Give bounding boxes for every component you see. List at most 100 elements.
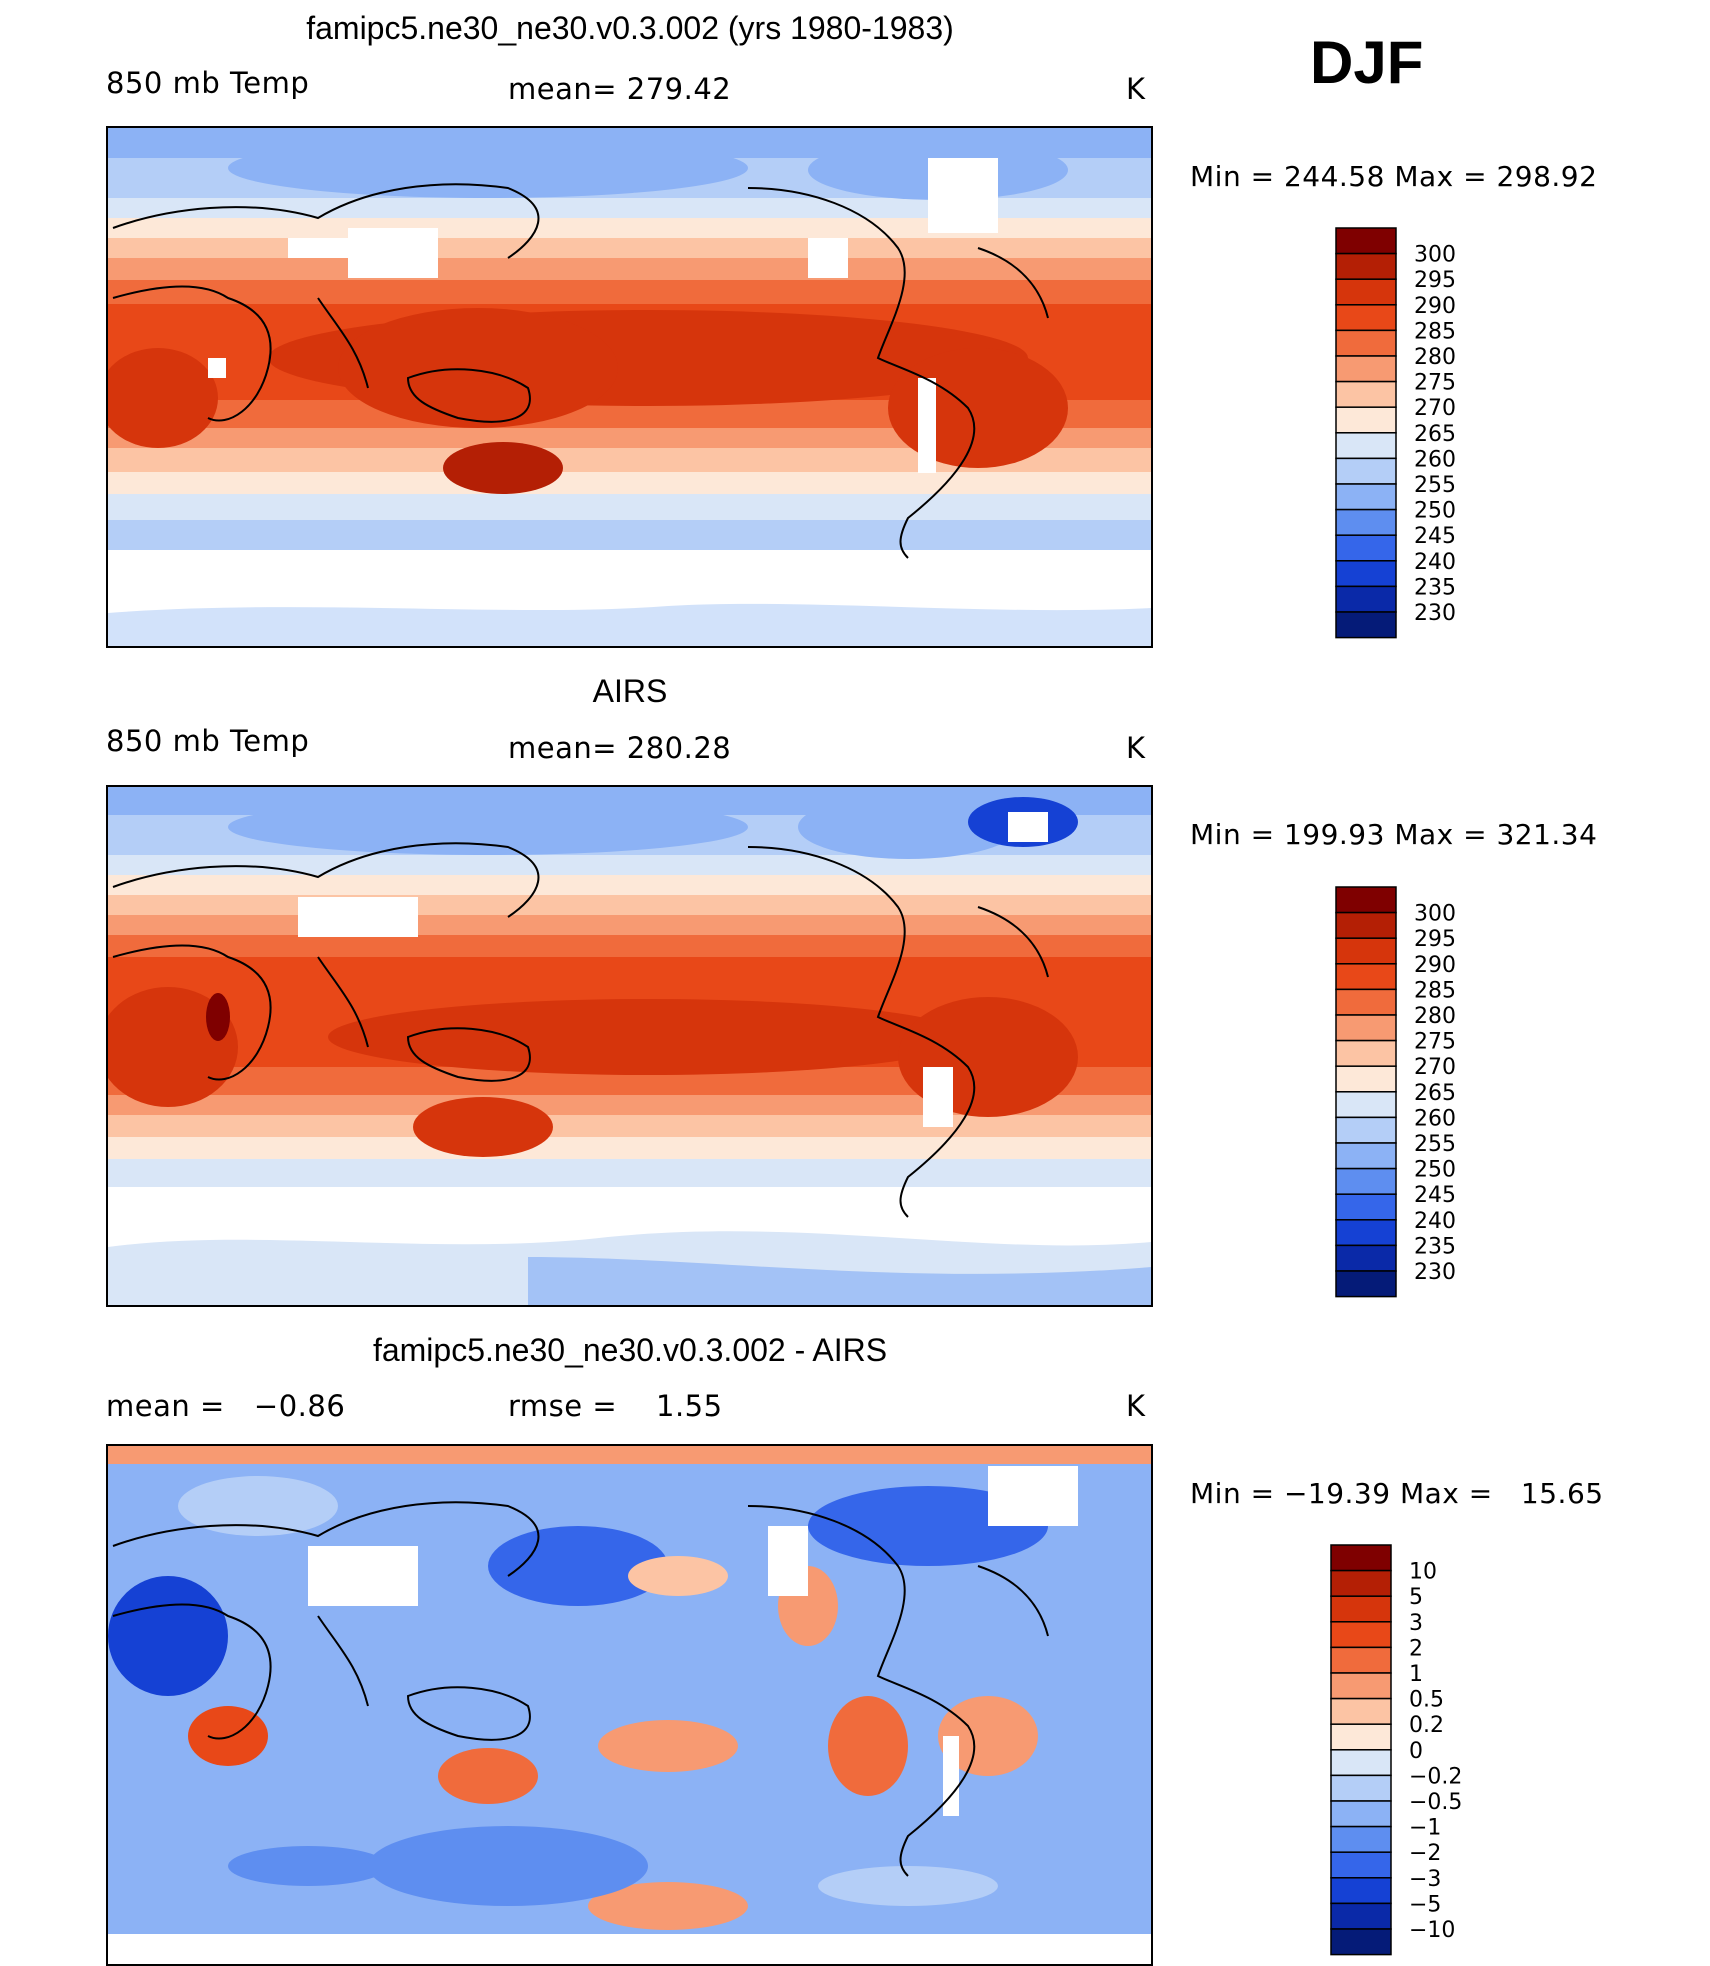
- colorbar-swatch: [1335, 937, 1397, 965]
- colorbar-swatch: [1330, 1749, 1392, 1777]
- colorbar-tick-label: 0.5: [1409, 1688, 1444, 1713]
- panel-2-map-svg: [108, 787, 1151, 1305]
- colorbar-swatch: [1335, 560, 1397, 588]
- colorbar-swatch: [1335, 380, 1397, 408]
- colorbar-tick-label: 245: [1414, 1183, 1456, 1208]
- panel-2-field-label: 850 mb Temp: [106, 724, 310, 758]
- colorbar-swatch: [1335, 1014, 1397, 1042]
- colorbar-swatch: [1335, 1142, 1397, 1170]
- colorbar-swatch: [1335, 1091, 1397, 1119]
- colorbar-swatch: [1335, 1116, 1397, 1144]
- colorbar-tick-label: 245: [1414, 524, 1456, 549]
- colorbar-swatch: [1335, 988, 1397, 1016]
- colorbar-swatch: [1335, 1193, 1397, 1221]
- panel-1-mean-label: mean= 279.42: [508, 72, 732, 106]
- colorbar-tick-label: −0.5: [1409, 1790, 1462, 1815]
- panel-2-title: AIRS: [592, 673, 668, 709]
- colorbar-swatch: [1335, 534, 1397, 562]
- colorbar-tick-label: 285: [1414, 319, 1456, 344]
- colorbar-tick-label: 270: [1414, 1055, 1456, 1080]
- colorbar-tick-label: 250: [1414, 1158, 1456, 1183]
- colorbar-swatch: [1335, 1244, 1397, 1272]
- colorbar-swatch: [1330, 1569, 1392, 1597]
- colorbar-swatch: [1335, 355, 1397, 383]
- colorbar-tick-label: 5: [1409, 1585, 1423, 1610]
- panel-3-map-svg: [108, 1446, 1151, 1964]
- colorbar-tick-label: 0.2: [1409, 1713, 1444, 1738]
- colorbar-tick-label: 265: [1414, 422, 1456, 447]
- panel-3-units: K: [1126, 1389, 1146, 1423]
- colorbar-tick-label: 230: [1414, 1260, 1456, 1285]
- colorbar-swatch: [1330, 1902, 1392, 1930]
- colorbar-swatch: [1330, 1672, 1392, 1700]
- colorbar-tick-label: 275: [1414, 1030, 1456, 1055]
- colorbar-tick-label: 260: [1414, 447, 1456, 472]
- panel-3-map: [106, 1444, 1153, 1966]
- colorbar-tick-label: −2: [1409, 1841, 1441, 1866]
- colorbar-tick-label: 235: [1414, 1234, 1456, 1259]
- colorbar-tick-label: 240: [1414, 550, 1456, 575]
- colorbar-tick-label: −10: [1409, 1918, 1455, 1943]
- panel-3-rmse-label: rmse = 1.55: [508, 1389, 723, 1423]
- colorbar-tick-label: 300: [1414, 902, 1456, 927]
- colorbar-swatch: [1335, 483, 1397, 511]
- colorbar-swatch: [1330, 1774, 1392, 1802]
- colorbar-tick-label: 240: [1414, 1209, 1456, 1234]
- colorbar-swatch: [1335, 1219, 1397, 1247]
- colorbar-swatch: [1330, 1825, 1392, 1853]
- colorbar-tick-label: 280: [1414, 345, 1456, 370]
- panel-1-title: famipc5.ne30_ne30.v0.3.002 (yrs 1980-198…: [306, 10, 954, 46]
- colorbar-tick-label: 3: [1409, 1611, 1423, 1636]
- colorbar-swatch: [1335, 508, 1397, 536]
- colorbar-tick-label: 0: [1409, 1739, 1423, 1764]
- panel-1-units: K: [1126, 72, 1146, 106]
- colorbar-tick-label: 260: [1414, 1106, 1456, 1131]
- panel-3-min-max: Min = −19.39 Max = 15.65: [1190, 1477, 1604, 1510]
- colorbar-tick-label: 290: [1414, 294, 1456, 319]
- panel-1-field-label: 850 mb Temp: [106, 66, 310, 100]
- colorbar-tick-label: 290: [1414, 953, 1456, 978]
- panel-1-min-max: Min = 244.58 Max = 298.92: [1190, 160, 1598, 193]
- colorbar-swatch: [1335, 304, 1397, 332]
- colorbar-swatch: [1330, 1621, 1392, 1649]
- colorbar-tick-label: 295: [1414, 927, 1456, 952]
- colorbar-tick-label: 230: [1414, 601, 1456, 626]
- season-label: DJF: [1310, 29, 1424, 96]
- colorbar-tick-label: 10: [1409, 1560, 1437, 1585]
- colorbar-swatch: [1335, 252, 1397, 280]
- colorbar-swatch: [1335, 963, 1397, 991]
- colorbar-tick-label: 235: [1414, 575, 1456, 600]
- colorbar-tick-label: −3: [1409, 1867, 1441, 1892]
- colorbar-swatch: [1330, 1544, 1392, 1572]
- colorbar-tick-label: 1: [1409, 1662, 1423, 1687]
- colorbar-swatch: [1335, 585, 1397, 613]
- panel-3-colorbar: 10 5 3 2 1 0.5 0.2 0 −0.2 −0.5 −1 −2 −3 −5 −10: [1330, 1544, 1496, 1957]
- colorbar-tick-label: 2: [1409, 1636, 1423, 1661]
- colorbar-swatch: [1335, 457, 1397, 485]
- colorbar-tick-label: 270: [1414, 396, 1456, 421]
- colorbar-swatch: [1330, 1697, 1392, 1725]
- colorbar-tick-label: 280: [1414, 1004, 1456, 1029]
- colorbar-tick-label: −5: [1409, 1892, 1441, 1917]
- panel-2-units: K: [1126, 731, 1146, 765]
- colorbar-tick-label: 300: [1414, 243, 1456, 268]
- panel-1-map: [106, 126, 1153, 648]
- colorbar-swatch: [1335, 611, 1397, 639]
- colorbar-swatch: [1335, 886, 1397, 914]
- colorbar-tick-label: 250: [1414, 499, 1456, 524]
- colorbar-tick-label: 265: [1414, 1081, 1456, 1106]
- colorbar-swatch: [1335, 406, 1397, 434]
- colorbar-swatch: [1335, 329, 1397, 357]
- panel-1-map-svg: [108, 128, 1151, 646]
- colorbar-swatch: [1335, 432, 1397, 460]
- colorbar-tick-label: 285: [1414, 978, 1456, 1003]
- panel-2-colorbar: 300 295 290 285 280 275 270 265 260 255 250 245 240 2…: [1335, 886, 1496, 1299]
- colorbar-swatch: [1335, 911, 1397, 939]
- colorbar-swatch: [1330, 1595, 1392, 1623]
- panel-2-min-max: Min = 199.93 Max = 321.34: [1190, 818, 1598, 851]
- colorbar-swatch: [1335, 1039, 1397, 1067]
- colorbar-swatch: [1330, 1646, 1392, 1674]
- colorbar-swatch: [1335, 227, 1397, 255]
- colorbar-swatch: [1335, 1270, 1397, 1298]
- colorbar-swatch: [1330, 1928, 1392, 1956]
